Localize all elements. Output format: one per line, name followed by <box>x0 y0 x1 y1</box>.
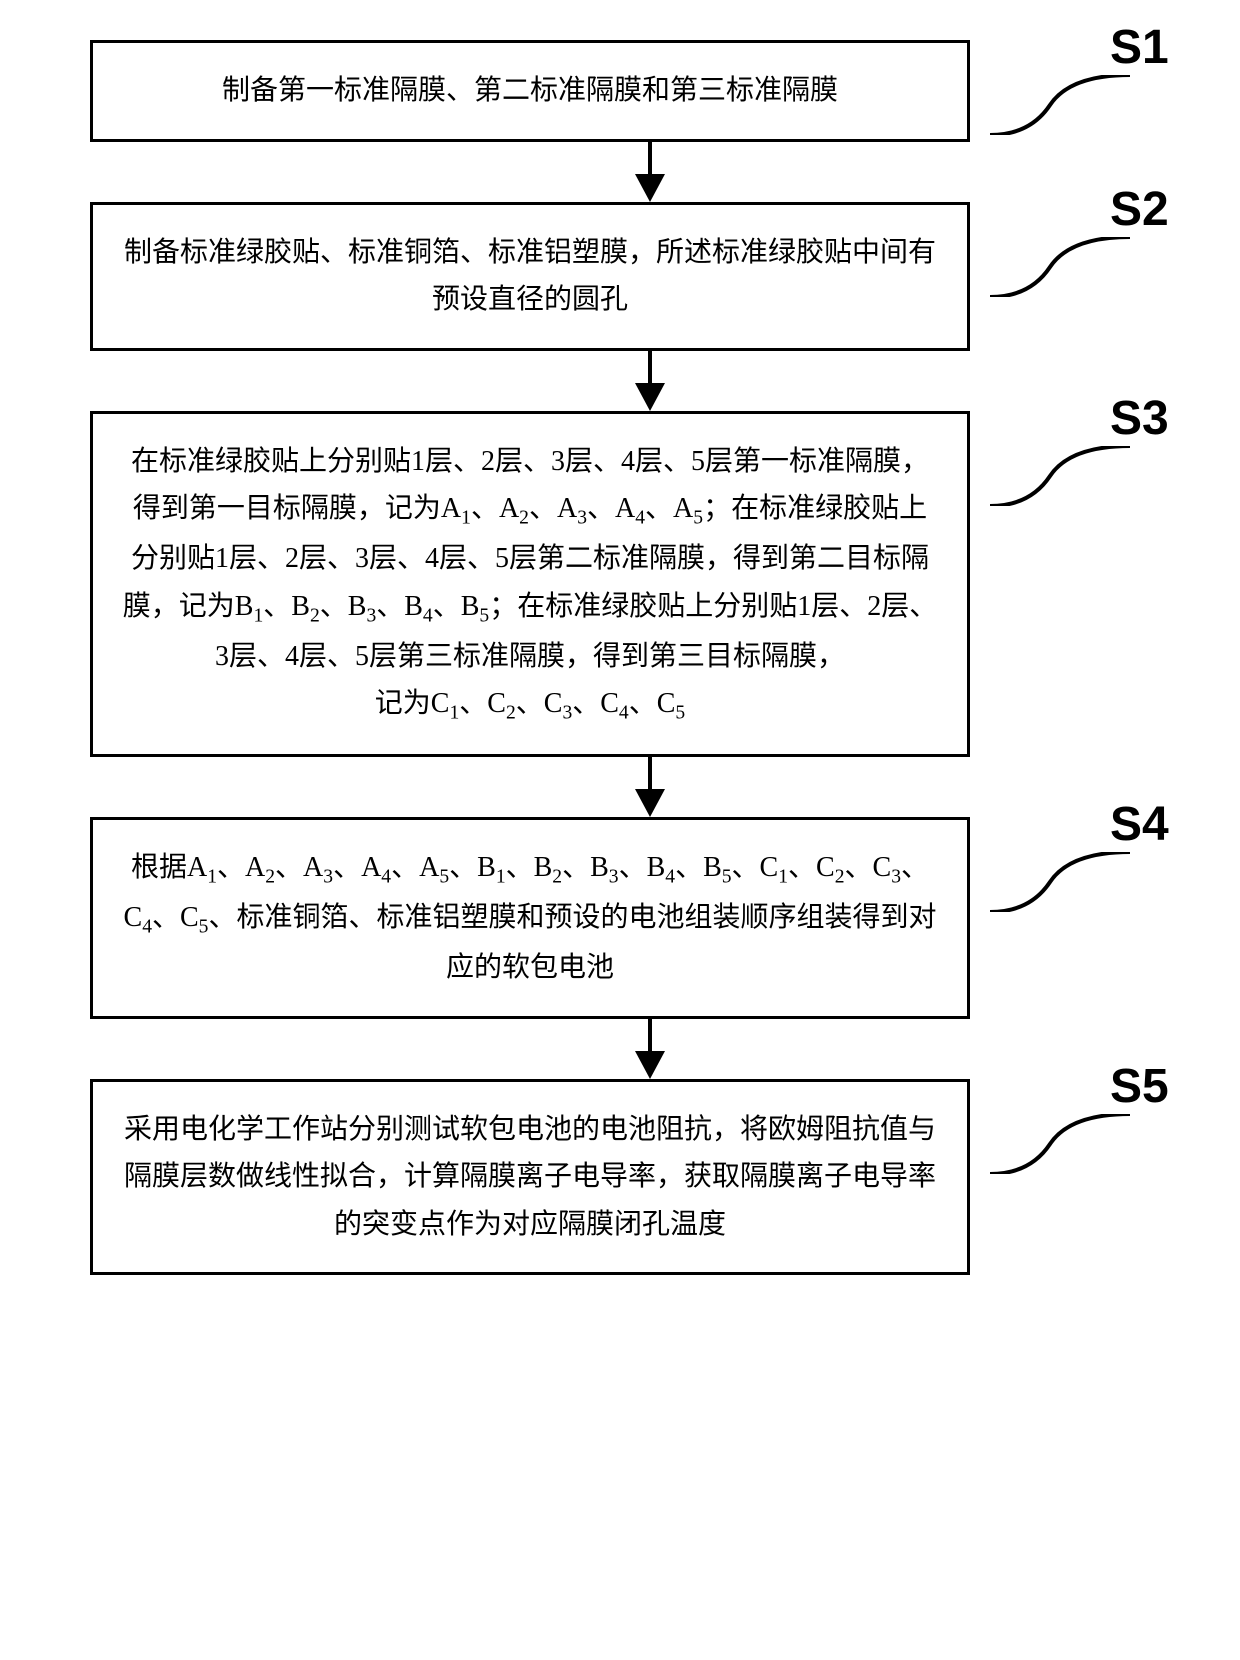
step-label-wrap: S1 <box>990 20 1169 135</box>
step-row: 在标准绿胶贴上分别贴1层、2层、3层、4层、5层第一标准隔膜，得到第一目标隔膜，… <box>30 411 1210 757</box>
step-row: 根据A1、A2、A3、A4、A5、B1、B2、B3、B4、B5、C1、C2、C3… <box>30 817 1210 1018</box>
step-label-wrap: S2 <box>990 182 1169 297</box>
label-connector <box>990 237 1130 297</box>
flow-arrow <box>210 757 1090 817</box>
step-box-s3: 在标准绿胶贴上分别贴1层、2层、3层、4层、5层第一标准隔膜，得到第一目标隔膜，… <box>90 411 970 757</box>
step-label-s4: S4 <box>1110 797 1169 852</box>
step-row: 制备标准绿胶贴、标准铜箔、标准铝塑膜，所述标准绿胶贴中间有预设直径的圆孔S2 <box>30 202 1210 351</box>
label-connector <box>990 1114 1130 1174</box>
step-box-s5: 采用电化学工作站分别测试软包电池的电池阻抗，将欧姆阻抗值与隔膜层数做线性拟合，计… <box>90 1079 970 1276</box>
step-label-wrap: S5 <box>990 1059 1169 1174</box>
step-row: 制备第一标准隔膜、第二标准隔膜和第三标准隔膜S1 <box>30 40 1210 142</box>
step-row: 采用电化学工作站分别测试软包电池的电池阻抗，将欧姆阻抗值与隔膜层数做线性拟合，计… <box>30 1079 1210 1276</box>
flow-arrow <box>210 1019 1090 1079</box>
step-label-wrap: S4 <box>990 797 1169 912</box>
label-connector <box>990 75 1130 135</box>
flow-arrow <box>210 351 1090 411</box>
step-label-s3: S3 <box>1110 391 1169 446</box>
step-label-wrap: S3 <box>990 391 1169 506</box>
step-box-s1: 制备第一标准隔膜、第二标准隔膜和第三标准隔膜 <box>90 40 970 142</box>
label-connector <box>990 446 1130 506</box>
step-label-s2: S2 <box>1110 182 1169 237</box>
flowchart-container: 制备第一标准隔膜、第二标准隔膜和第三标准隔膜S1 制备标准绿胶贴、标准铜箔、标准铝… <box>30 40 1210 1275</box>
step-label-s5: S5 <box>1110 1059 1169 1114</box>
label-connector <box>990 852 1130 912</box>
step-box-s4: 根据A1、A2、A3、A4、A5、B1、B2、B3、B4、B5、C1、C2、C3… <box>90 817 970 1018</box>
step-label-s1: S1 <box>1110 20 1169 75</box>
flow-arrow <box>210 142 1090 202</box>
step-box-s2: 制备标准绿胶贴、标准铜箔、标准铝塑膜，所述标准绿胶贴中间有预设直径的圆孔 <box>90 202 970 351</box>
